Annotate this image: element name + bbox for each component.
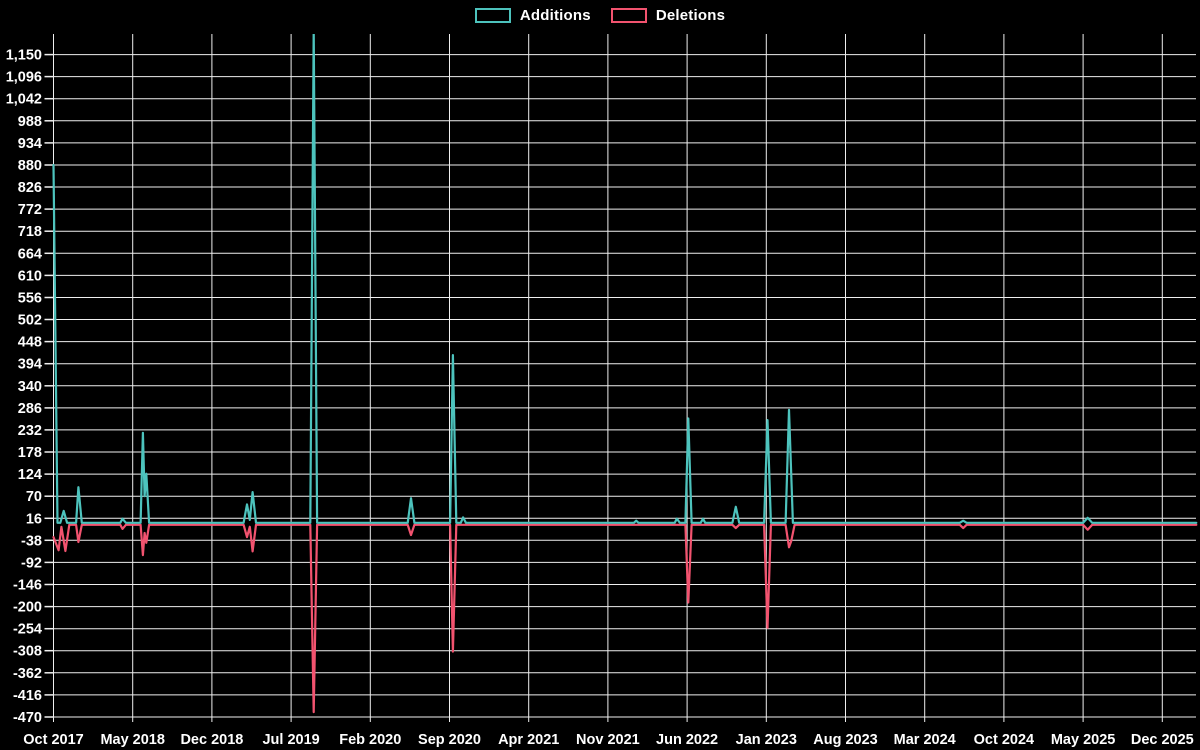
svg-text:-200: -200 <box>13 600 42 616</box>
horizontal-gridlines <box>53 54 1196 718</box>
svg-text:-254: -254 <box>13 622 42 638</box>
legend-additions-label: Additions <box>519 7 591 24</box>
svg-text:1,096: 1,096 <box>6 70 42 86</box>
svg-text:448: 448 <box>18 335 42 351</box>
legend-item-additions[interactable]: Additions <box>474 7 591 24</box>
svg-text:934: 934 <box>18 136 42 152</box>
svg-text:Jun 2022: Jun 2022 <box>656 732 718 748</box>
svg-text:Aug 2023: Aug 2023 <box>813 732 877 748</box>
chart-legend: Additions Deletions <box>0 7 1200 24</box>
svg-text:556: 556 <box>18 291 42 307</box>
svg-text:502: 502 <box>18 313 42 329</box>
additions-swatch-icon <box>474 8 511 23</box>
svg-text:-92: -92 <box>21 555 42 571</box>
svg-text:Apr 2021: Apr 2021 <box>498 732 559 748</box>
svg-text:Oct 2017: Oct 2017 <box>23 732 83 748</box>
svg-text:Mar 2024: Mar 2024 <box>894 732 956 748</box>
deletions-swatch-icon <box>610 8 647 23</box>
svg-text:394: 394 <box>18 357 42 373</box>
svg-text:-146: -146 <box>13 578 42 594</box>
vertical-gridlines <box>53 34 1163 722</box>
series-line-additions <box>52 34 1198 524</box>
series-line-deletions <box>52 523 1198 714</box>
x-axis-labels: Oct 2017 May 2018 Dec 2018 Jul 2019 Feb 2020… <box>23 732 1193 748</box>
svg-text:-38: -38 <box>21 533 42 549</box>
svg-text:286: 286 <box>18 401 42 417</box>
svg-text:1,150: 1,150 <box>6 48 42 64</box>
y-axis-labels: 1,150 1,096 1,042 988 934 880 826 772 718 664 610 5… <box>6 48 42 726</box>
svg-text:1,042: 1,042 <box>6 92 42 108</box>
svg-text:340: 340 <box>18 379 42 395</box>
legend-item-deletions[interactable]: Deletions <box>610 7 726 24</box>
svg-text:-470: -470 <box>13 710 42 726</box>
svg-text:718: 718 <box>18 224 42 240</box>
legend-deletions-label: Deletions <box>655 7 726 24</box>
svg-text:124: 124 <box>18 467 42 483</box>
svg-text:70: 70 <box>26 489 42 505</box>
svg-text:Jul 2019: Jul 2019 <box>262 732 319 748</box>
svg-text:16: 16 <box>26 511 42 527</box>
svg-text:232: 232 <box>18 423 42 439</box>
svg-text:Feb 2020: Feb 2020 <box>339 732 401 748</box>
svg-text:May 2018: May 2018 <box>100 732 165 748</box>
svg-text:178: 178 <box>18 445 42 461</box>
svg-text:May 2025: May 2025 <box>1051 732 1116 748</box>
y-axis-ticks <box>44 53 54 718</box>
svg-text:988: 988 <box>18 114 42 130</box>
svg-text:-308: -308 <box>13 644 42 660</box>
svg-text:Dec 2025: Dec 2025 <box>1131 732 1194 748</box>
svg-text:Sep 2020: Sep 2020 <box>418 732 481 748</box>
svg-text:Dec 2018: Dec 2018 <box>180 732 243 748</box>
svg-text:Nov 2021: Nov 2021 <box>576 732 640 748</box>
svg-text:610: 610 <box>18 268 42 284</box>
svg-text:-416: -416 <box>13 688 42 704</box>
svg-text:772: 772 <box>18 202 42 218</box>
svg-text:Oct 2024: Oct 2024 <box>974 732 1034 748</box>
svg-text:664: 664 <box>18 246 42 262</box>
svg-text:826: 826 <box>18 180 42 196</box>
svg-text:-362: -362 <box>13 666 42 682</box>
svg-text:Jan 2023: Jan 2023 <box>736 732 797 748</box>
svg-text:880: 880 <box>18 158 42 174</box>
